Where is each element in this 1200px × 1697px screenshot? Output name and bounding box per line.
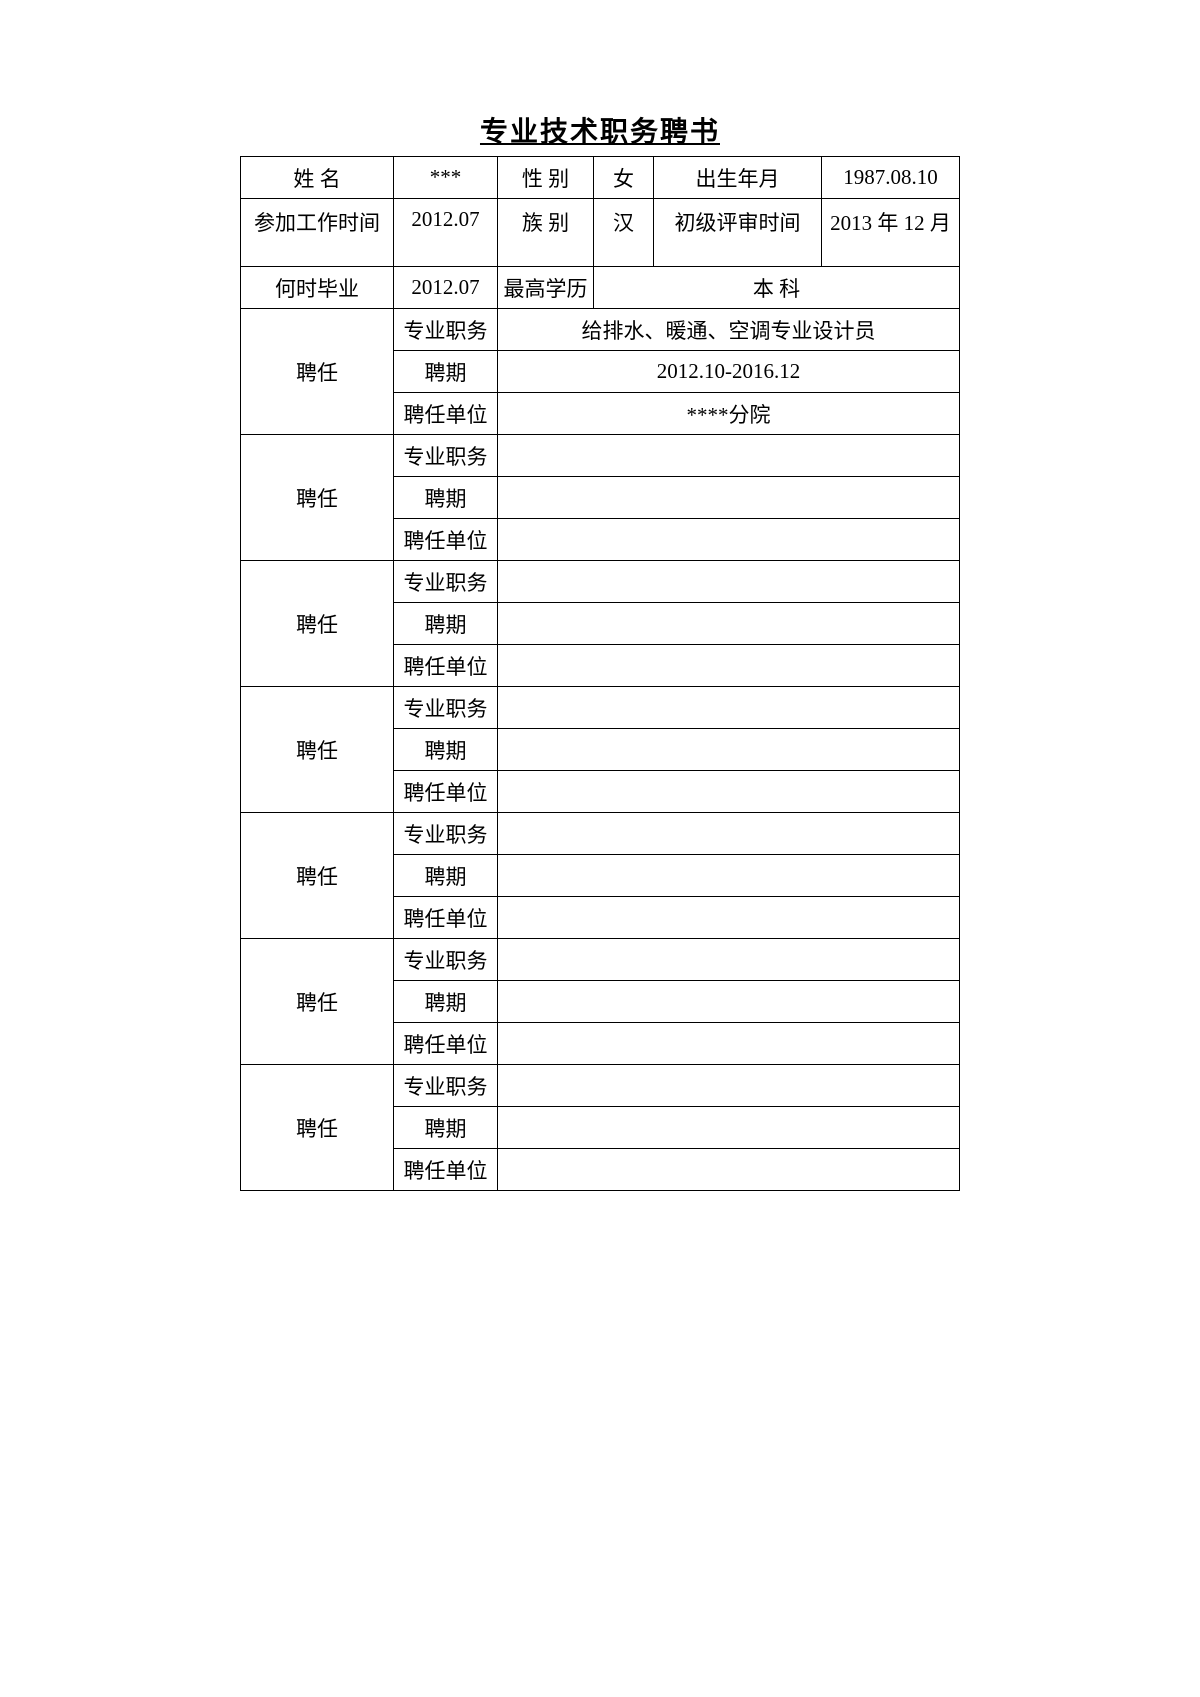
label-prof-title: 专业职务: [394, 435, 498, 477]
value-highest-edu: 本 科: [594, 267, 960, 309]
label-unit: 聘任单位: [394, 771, 498, 813]
label-prof-title: 专业职务: [394, 561, 498, 603]
value-unit: [498, 645, 960, 687]
value-term: [498, 981, 960, 1023]
label-unit: 聘任单位: [394, 1023, 498, 1065]
label-term: 聘期: [394, 603, 498, 645]
value-ethnic: 汉: [594, 199, 654, 267]
label-prof-title: 专业职务: [394, 1065, 498, 1107]
value-prof-title: 给排水、暖通、空调专业设计员: [498, 309, 960, 351]
value-gender: 女: [594, 157, 654, 199]
label-appoint: 聘任: [241, 939, 394, 1065]
value-name: ***: [394, 157, 498, 199]
label-term: 聘期: [394, 981, 498, 1023]
value-junior-review: 2013 年 12 月: [822, 199, 960, 267]
label-term: 聘期: [394, 729, 498, 771]
label-term: 聘期: [394, 1107, 498, 1149]
value-term: [498, 603, 960, 645]
table-row: 聘任专业职务给排水、暖通、空调专业设计员: [241, 309, 960, 351]
label-ethnic: 族 别: [498, 199, 594, 267]
label-unit: 聘任单位: [394, 393, 498, 435]
label-highest-edu: 最高学历: [498, 267, 594, 309]
label-appoint: 聘任: [241, 309, 394, 435]
value-birth: 1987.08.10: [822, 157, 960, 199]
label-work-start: 参加工作时间: [241, 199, 394, 267]
value-prof-title: [498, 435, 960, 477]
value-unit: [498, 1149, 960, 1191]
label-junior-review: 初级评审时间: [654, 199, 822, 267]
label-term: 聘期: [394, 855, 498, 897]
value-term: [498, 1107, 960, 1149]
value-work-start: 2012.07: [394, 199, 498, 267]
value-term: [498, 477, 960, 519]
label-appoint: 聘任: [241, 435, 394, 561]
label-appoint: 聘任: [241, 687, 394, 813]
label-appoint: 聘任: [241, 561, 394, 687]
value-term: [498, 855, 960, 897]
label-prof-title: 专业职务: [394, 687, 498, 729]
label-unit: 聘任单位: [394, 1149, 498, 1191]
label-unit: 聘任单位: [394, 897, 498, 939]
document-page: 专业技术职务聘书 姓 名 *** 性 别 女 出生年月 1987.08.10 参…: [0, 0, 1200, 1191]
value-unit: [498, 1023, 960, 1065]
label-name: 姓 名: [241, 157, 394, 199]
table-row: 聘任专业职务: [241, 687, 960, 729]
label-term: 聘期: [394, 351, 498, 393]
table-row: 参加工作时间 2012.07 族 别 汉 初级评审时间 2013 年 12 月: [241, 199, 960, 267]
value-unit: [498, 897, 960, 939]
label-term: 聘期: [394, 477, 498, 519]
label-birth: 出生年月: [654, 157, 822, 199]
value-unit: ****分院: [498, 393, 960, 435]
appointment-table: 姓 名 *** 性 别 女 出生年月 1987.08.10 参加工作时间 201…: [240, 156, 960, 1191]
value-prof-title: [498, 561, 960, 603]
table-row: 聘任专业职务: [241, 939, 960, 981]
label-prof-title: 专业职务: [394, 813, 498, 855]
value-grad-time: 2012.07: [394, 267, 498, 309]
value-term: [498, 729, 960, 771]
document-title: 专业技术职务聘书: [0, 110, 1200, 150]
label-prof-title: 专业职务: [394, 939, 498, 981]
value-prof-title: [498, 939, 960, 981]
label-appoint: 聘任: [241, 1065, 394, 1191]
table-row: 聘任专业职务: [241, 561, 960, 603]
label-unit: 聘任单位: [394, 645, 498, 687]
table-row: 何时毕业 2012.07 最高学历 本 科: [241, 267, 960, 309]
label-grad-time: 何时毕业: [241, 267, 394, 309]
value-prof-title: [498, 813, 960, 855]
label-unit: 聘任单位: [394, 519, 498, 561]
value-prof-title: [498, 687, 960, 729]
value-term: 2012.10-2016.12: [498, 351, 960, 393]
table-row: 聘任专业职务: [241, 1065, 960, 1107]
label-appoint: 聘任: [241, 813, 394, 939]
table-row: 姓 名 *** 性 别 女 出生年月 1987.08.10: [241, 157, 960, 199]
value-prof-title: [498, 1065, 960, 1107]
table-row: 聘任专业职务: [241, 435, 960, 477]
label-gender: 性 别: [498, 157, 594, 199]
label-prof-title: 专业职务: [394, 309, 498, 351]
value-unit: [498, 519, 960, 561]
table-row: 聘任专业职务: [241, 813, 960, 855]
value-unit: [498, 771, 960, 813]
